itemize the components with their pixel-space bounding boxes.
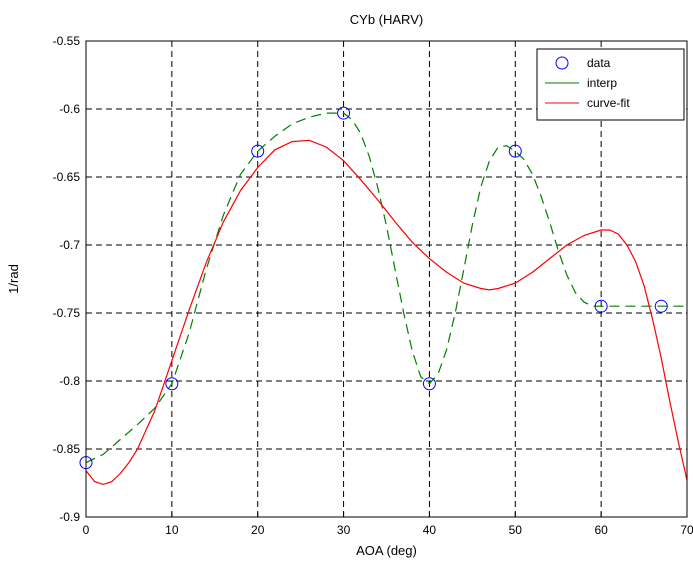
x-tick-label: 60 [594,523,608,537]
legend-interp-label: interp [587,76,617,90]
legend-data-label: data [587,56,611,70]
data-point [165,377,179,391]
plot-frame [85,40,688,518]
grid-lines [85,40,688,518]
legend-box [536,48,685,121]
legend: data interp curve-fit [536,48,685,121]
x-tick-label: 70 [680,523,693,537]
y-tick-label: -0.75 [53,306,81,320]
chart-title: CYb (HARV) [350,12,423,27]
data-point [337,106,351,120]
data-point [251,144,265,158]
x-tick-label: 50 [509,523,523,537]
y-tick-label: -0.55 [53,34,81,48]
x-tick-label: 20 [251,523,265,537]
y-axis-label: 1/rad [6,264,21,294]
legend-curvefit-label: curve-fit [587,96,630,110]
x-tick-label: 30 [337,523,351,537]
legend-data-marker [555,56,569,70]
series-layer [79,106,688,486]
data-point [508,144,522,158]
tick-labels: 0 10 20 30 40 50 60 70 -0.9 -0.85 -0.8 -0.75 -0.7 -0.… [53,34,693,537]
data-point [594,299,608,313]
x-tick-label: 40 [423,523,437,537]
data-point [422,377,436,391]
interp-line [85,112,687,464]
curve-fit-line [85,139,688,486]
y-tick-label: -0.7 [59,238,80,252]
y-tick-label: -0.85 [53,442,81,456]
x-tick-label: 10 [165,523,179,537]
y-tick-label: -0.6 [59,102,80,116]
data-point [654,299,668,313]
y-tick-label: -0.8 [59,374,80,388]
y-tick-label: -0.65 [53,170,81,184]
x-axis-label: AOA (deg) [356,543,417,558]
y-tick-label: -0.9 [59,510,80,524]
x-tick-label: 0 [83,523,90,537]
